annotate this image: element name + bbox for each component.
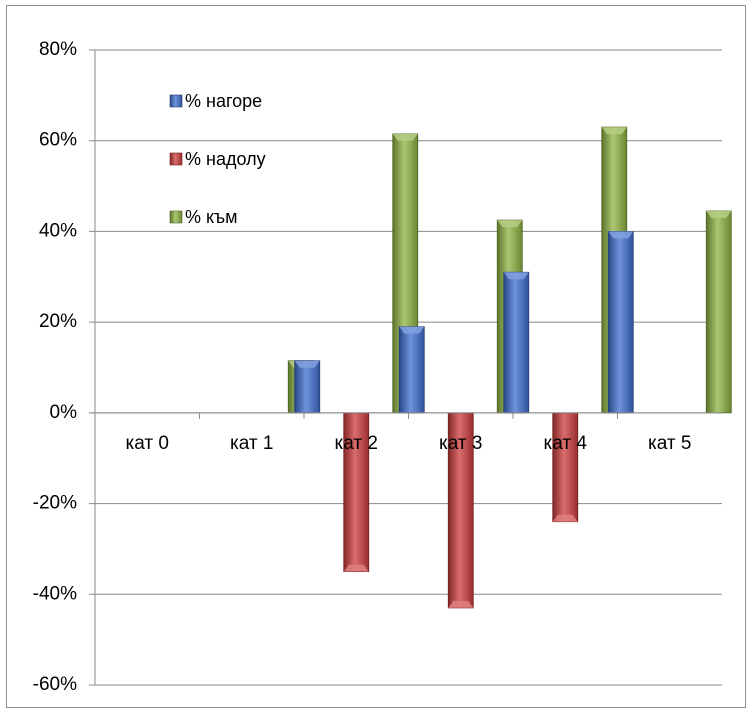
x-category-label: кат 0 — [126, 433, 169, 454]
legend-label-up: % нагоре — [185, 91, 262, 111]
y-tick-label: 20% — [39, 311, 77, 332]
legend-label-toward: % към — [185, 207, 238, 227]
y-tick-label: 0% — [50, 402, 78, 423]
bar-up-cat5 — [607, 231, 634, 414]
bar-bevel-cap — [399, 326, 425, 334]
bar-up-cat2 — [294, 360, 321, 414]
y-tick-label: -60% — [33, 674, 77, 695]
bar-toward-cat5 — [705, 210, 732, 414]
x-category-label: кат 5 — [648, 433, 691, 454]
bar-bevel-cap — [503, 272, 529, 280]
y-axis-tick-labels: 80% 60% 40% 20% 0% -20% -40% -60% — [33, 39, 77, 695]
bar-up-cat3 — [398, 326, 425, 414]
x-axis-category-labels: кат 0 кат 1 кат 2 кат 3 кат 4 кат 5 — [126, 433, 692, 454]
legend-label-down: % надолу — [185, 149, 266, 169]
bar-up-cat4 — [503, 271, 530, 414]
bar-bevel-cap — [392, 133, 418, 141]
bar-bevel-cap — [343, 564, 369, 572]
y-tick-label: 80% — [39, 39, 77, 60]
y-tick-label: 40% — [39, 220, 77, 241]
bar-down-cat4 — [552, 412, 579, 523]
legend-swatch-up — [169, 94, 183, 108]
y-tick-label: -40% — [33, 583, 77, 604]
y-tick-label: -20% — [33, 493, 77, 514]
x-category-label: кат 4 — [544, 433, 588, 454]
bar-bevel-cap — [497, 220, 523, 228]
chart-axes — [89, 50, 722, 685]
x-category-label: кат 3 — [439, 433, 482, 454]
bar-bevel-cap — [448, 600, 474, 608]
bar-down-cat2 — [343, 412, 370, 573]
bar-bevel-cap — [608, 231, 634, 239]
chart-bars — [287, 126, 732, 609]
bar-bevel-cap — [706, 211, 732, 219]
x-category-label: кат 1 — [230, 433, 273, 454]
bar-bevel-cap — [294, 360, 320, 368]
bar-bevel-cap — [552, 514, 578, 522]
chart-legend: % нагоре % надолу % към — [169, 91, 266, 227]
bar-bevel-cap — [601, 127, 627, 135]
legend-swatch-toward — [169, 210, 183, 224]
legend-swatch-down — [169, 152, 183, 166]
x-category-label: кат 2 — [335, 433, 378, 454]
y-tick-label: 60% — [39, 130, 77, 151]
